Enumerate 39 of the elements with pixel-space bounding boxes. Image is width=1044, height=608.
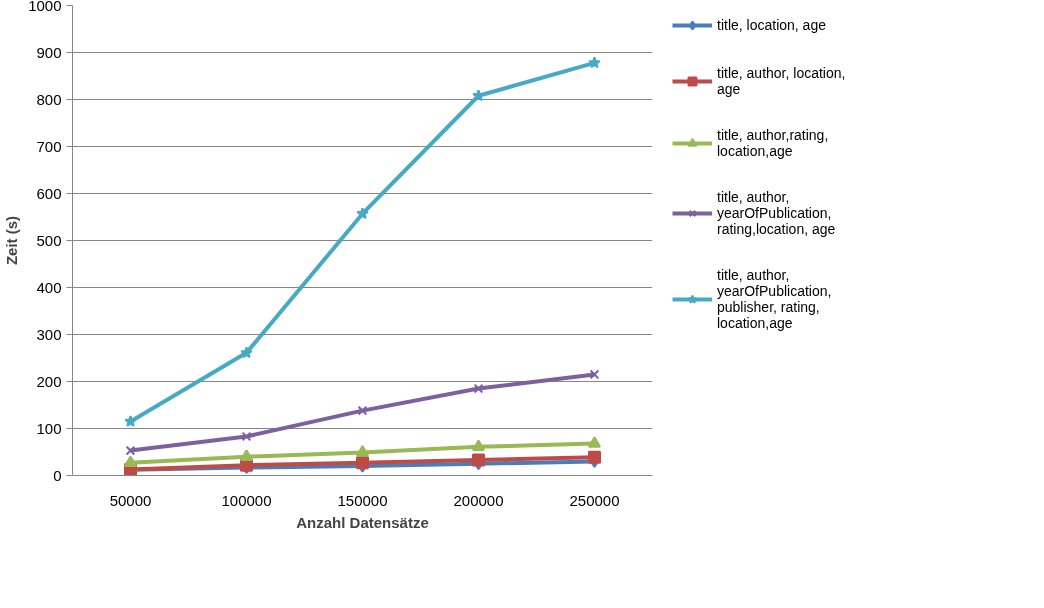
- point: [124, 414, 137, 427]
- y-axis-title: Zeit (s): [3, 215, 21, 266]
- legend-label: title, author, yearOfPublication, rating,location, age: [717, 189, 836, 237]
- point: [125, 445, 136, 456]
- point: [588, 436, 601, 448]
- point: [240, 346, 253, 359]
- x-tick-label: 250000: [569, 491, 620, 509]
- y-tick-label: 400: [36, 278, 62, 296]
- legend-label: title, author, location, age: [717, 65, 846, 97]
- point: [588, 450, 601, 464]
- x-axis-title: Anzahl Datensätze: [296, 513, 429, 531]
- y-tick-label: 800: [36, 90, 62, 108]
- y-tick-label: 600: [36, 184, 62, 202]
- y-tick-label: 900: [36, 43, 62, 61]
- legend-label: title, location, age: [717, 17, 826, 33]
- point: [588, 56, 601, 69]
- point: [356, 207, 369, 220]
- point: [589, 369, 600, 380]
- y-tick-label: 100: [36, 419, 62, 437]
- x-tick-label: 150000: [337, 491, 388, 509]
- legend-label: title, author, yearOfPublication, publisher, rating, location,age: [717, 267, 832, 331]
- y-tick-label: 1000: [28, 0, 62, 14]
- point: [240, 449, 253, 461]
- x-tick-label: 50000: [109, 491, 152, 509]
- y-tick-label: 0: [53, 466, 62, 484]
- point: [241, 431, 252, 442]
- point: [357, 405, 368, 416]
- y-tick-label: 300: [36, 325, 62, 343]
- point: [356, 445, 369, 457]
- point: [473, 383, 484, 394]
- y-tick-label: 200: [36, 372, 62, 390]
- y-tick-label: 700: [36, 137, 62, 155]
- point: [472, 453, 485, 467]
- x-tick-label: 200000: [453, 491, 504, 509]
- x-tick-label: 100000: [221, 491, 272, 509]
- point: [124, 455, 137, 467]
- legend-label: title, author,rating, location,age: [717, 127, 829, 159]
- point: [472, 439, 485, 452]
- y-tick-label: 500: [36, 231, 62, 249]
